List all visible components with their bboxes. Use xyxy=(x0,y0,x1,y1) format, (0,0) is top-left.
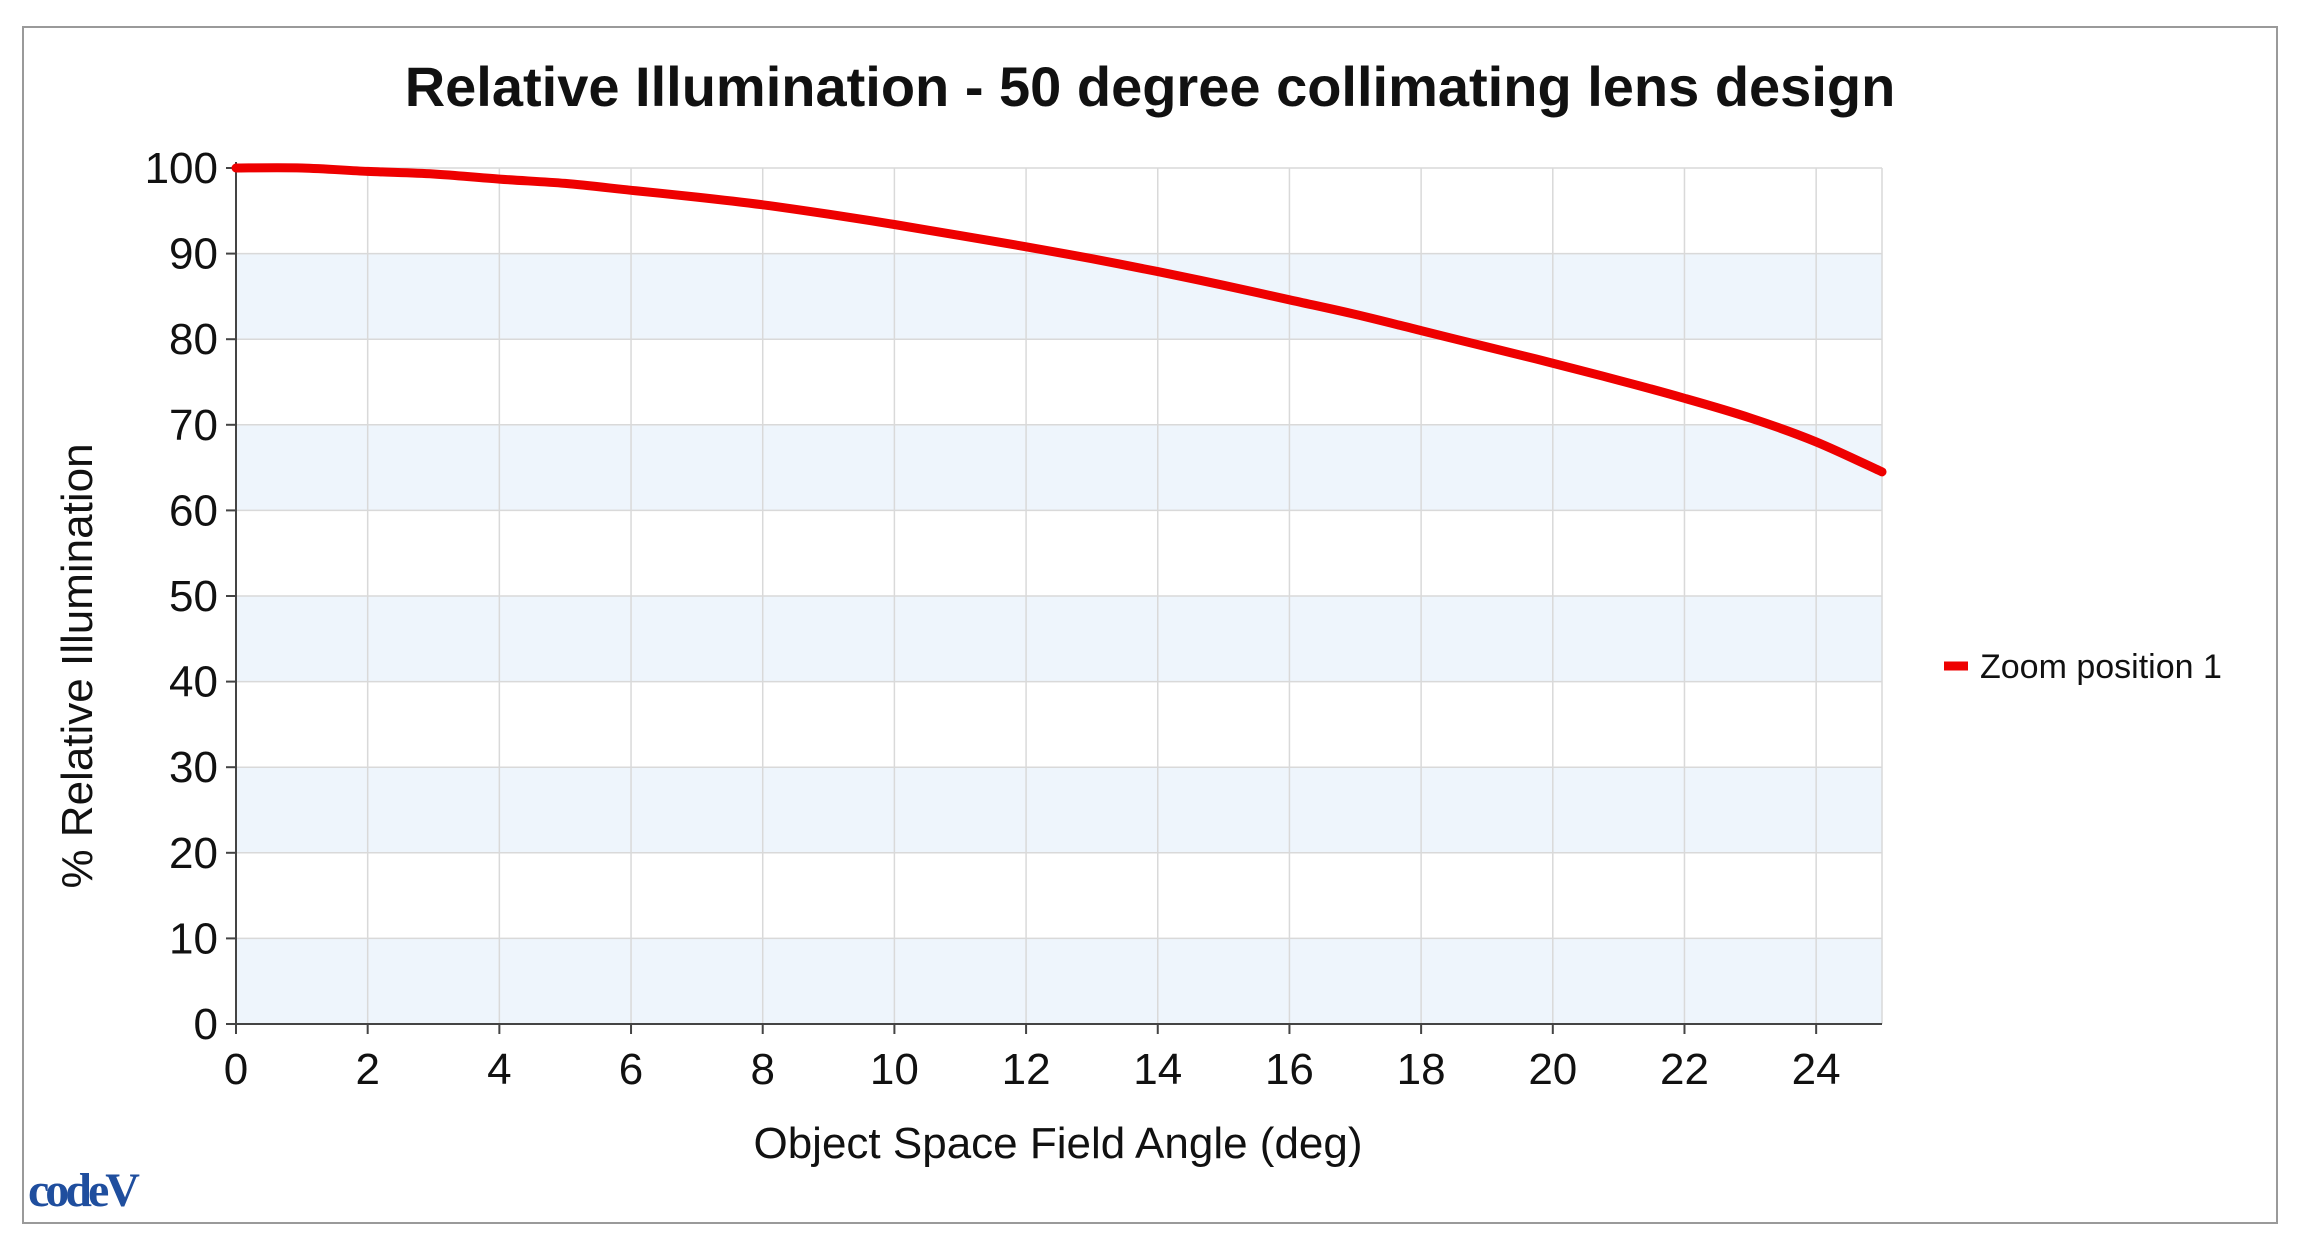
series-line-1 xyxy=(231,163,1887,477)
legend-label: Zoom position 1 xyxy=(1980,648,2222,686)
y-tick-label: 10 xyxy=(169,914,218,963)
plot-band xyxy=(236,596,1882,682)
y-tick-label: 20 xyxy=(169,829,218,878)
plot-band xyxy=(236,253,1882,340)
chart-frame: 0 10 20 30 40 50 60 70 80 90 100 0 2 4 6 8 10 12 14 16 18 20… xyxy=(22,26,2278,1224)
y-tick-label: 40 xyxy=(169,658,218,707)
x-tick-label: 20 xyxy=(1528,1045,1577,1094)
x-tick-label: 24 xyxy=(1792,1045,1841,1094)
plot-band xyxy=(236,767,1882,853)
x-tick-label: 2 xyxy=(355,1045,379,1094)
y-tick-label: 0 xyxy=(194,1000,218,1049)
plot-band xyxy=(236,424,1882,511)
y-axis-label: % Relative Illumination xyxy=(53,443,102,888)
x-tick-labels: 0 2 4 6 8 10 12 14 16 18 20 22 24 xyxy=(224,1045,1841,1094)
x-tick-label: 14 xyxy=(1133,1045,1182,1094)
codev-logo: codeV xyxy=(28,1164,140,1217)
chart-title: Relative Illumination - 50 degree collim… xyxy=(405,55,1896,118)
y-tick-label: 50 xyxy=(169,572,218,621)
x-tick-label: 6 xyxy=(619,1045,643,1094)
x-tick-label: 0 xyxy=(224,1045,248,1094)
x-tick-label: 12 xyxy=(1002,1045,1051,1094)
y-tick-label: 30 xyxy=(169,743,218,792)
x-axis-label: Object Space Field Angle (deg) xyxy=(753,1119,1362,1168)
y-tick-label: 100 xyxy=(145,144,218,193)
plot-band xyxy=(236,938,1882,1024)
x-tick-label: 22 xyxy=(1660,1045,1709,1094)
y-tick-label: 90 xyxy=(169,230,218,279)
x-tick-label: 8 xyxy=(750,1045,774,1094)
plot-bands xyxy=(236,253,1882,1024)
x-tick-label: 10 xyxy=(870,1045,919,1094)
y-tick-labels: 0 10 20 30 40 50 60 70 80 90 100 xyxy=(145,144,218,1049)
x-tick-label: 16 xyxy=(1265,1045,1314,1094)
y-tick-label: 70 xyxy=(169,401,218,450)
x-tick-label: 18 xyxy=(1397,1045,1446,1094)
x-tick-label: 4 xyxy=(487,1045,511,1094)
series-layer xyxy=(231,163,1887,477)
legend: Zoom position 1 xyxy=(1944,648,2222,686)
y-tick-label: 60 xyxy=(169,486,218,535)
y-tick-label: 80 xyxy=(169,315,218,364)
